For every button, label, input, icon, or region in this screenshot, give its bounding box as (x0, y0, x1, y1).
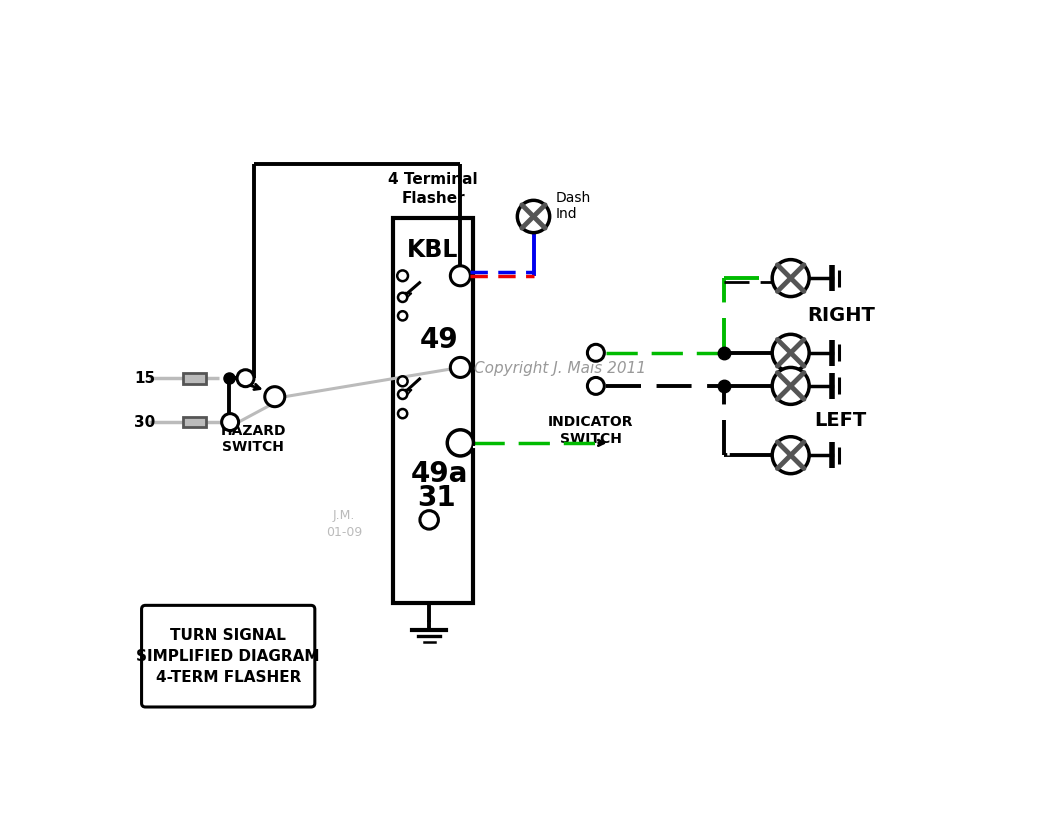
Circle shape (772, 367, 809, 405)
Circle shape (398, 409, 408, 419)
Text: 31: 31 (417, 485, 456, 512)
Text: 49a: 49a (411, 459, 468, 488)
Bar (183, 417, 206, 428)
Text: TURN SIGNAL
SIMPLIFIED DIAGRAM
4-TERM FLASHER: TURN SIGNAL SIMPLIFIED DIAGRAM 4-TERM FL… (136, 628, 320, 685)
Circle shape (222, 414, 239, 431)
Text: 30: 30 (134, 415, 155, 429)
Circle shape (237, 370, 254, 387)
Text: 4 Terminal
Flasher: 4 Terminal Flasher (389, 172, 477, 206)
Circle shape (265, 387, 285, 406)
Circle shape (772, 335, 809, 371)
Circle shape (450, 357, 470, 378)
Circle shape (398, 390, 408, 399)
Circle shape (450, 266, 470, 286)
Circle shape (448, 430, 473, 456)
Circle shape (398, 376, 408, 386)
Text: LEFT: LEFT (814, 411, 867, 430)
Text: KBL: KBL (408, 238, 458, 263)
Circle shape (397, 270, 408, 282)
Text: Dash
Ind: Dash Ind (555, 191, 591, 221)
Text: +: + (268, 389, 281, 404)
Bar (183, 373, 206, 384)
Circle shape (398, 311, 408, 321)
Text: J.M.
01-09: J.M. 01-09 (326, 509, 362, 539)
Circle shape (420, 511, 438, 529)
Circle shape (398, 293, 408, 302)
Text: INDICATOR
SWITCH: INDICATOR SWITCH (548, 415, 634, 446)
Bar (393, 218, 473, 603)
Text: 15: 15 (134, 370, 155, 386)
Text: RIGHT: RIGHT (807, 306, 874, 326)
Text: +: + (454, 361, 466, 375)
Circle shape (587, 344, 604, 361)
Text: HAZARD
SWITCH: HAZARD SWITCH (221, 424, 286, 455)
Text: 49: 49 (420, 326, 458, 354)
Circle shape (587, 378, 604, 394)
Circle shape (772, 437, 809, 473)
Circle shape (517, 201, 550, 233)
FancyBboxPatch shape (142, 605, 315, 707)
Circle shape (772, 259, 809, 296)
Text: Copyright J. Mais 2011: Copyright J. Mais 2011 (474, 361, 645, 375)
